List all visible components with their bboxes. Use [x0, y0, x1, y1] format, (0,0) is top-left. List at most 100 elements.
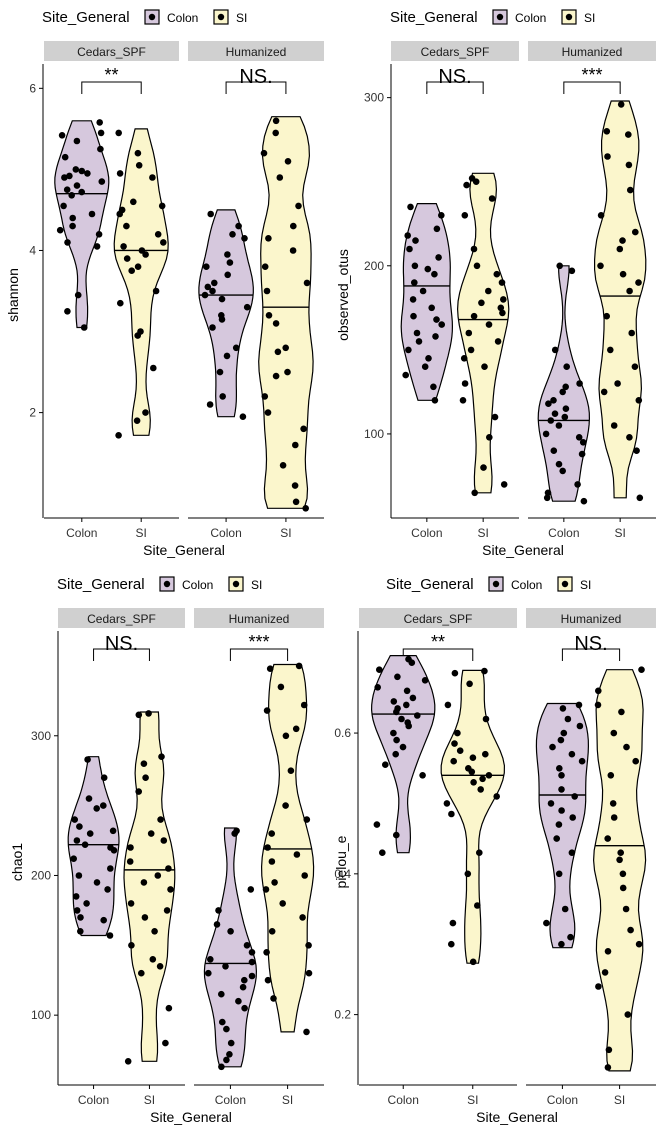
data-point [260, 149, 268, 157]
data-point [209, 287, 216, 295]
violin-si [592, 666, 647, 1072]
data-point [134, 332, 141, 339]
violin-colon [54, 119, 110, 331]
data-point [409, 296, 417, 303]
data-point [485, 321, 493, 328]
facet-strip [44, 41, 179, 61]
data-point [207, 210, 214, 218]
data-point [272, 129, 280, 137]
data-point [61, 153, 69, 161]
data-point [553, 835, 560, 842]
x-axis-label: Site_General [482, 542, 564, 558]
data-point [549, 743, 556, 751]
data-point [300, 701, 308, 709]
data-point [576, 380, 583, 387]
data-point [555, 821, 563, 828]
data-point [376, 666, 383, 673]
data-point [402, 371, 409, 379]
data-point [470, 779, 477, 786]
data-point [623, 743, 630, 751]
data-point [127, 900, 135, 907]
data-point [625, 131, 632, 138]
data-point [555, 460, 563, 468]
data-point [305, 942, 312, 949]
data-point [424, 265, 432, 273]
data-point [571, 793, 578, 800]
data-point [154, 231, 162, 238]
data-point [488, 195, 496, 202]
violin-si [594, 100, 647, 502]
data-point [448, 810, 455, 818]
data-point [482, 750, 489, 758]
data-point [299, 914, 306, 921]
y-axis-label: pielou_e [333, 835, 349, 888]
data-point [290, 222, 297, 230]
data-point [635, 279, 642, 286]
data-point [558, 940, 565, 948]
x-tick-label: Colon [547, 1093, 578, 1107]
data-point [474, 902, 481, 909]
legend-key-dot-colon [496, 13, 504, 21]
data-point [631, 363, 639, 371]
data-point [85, 795, 93, 802]
data-point [157, 816, 164, 823]
data-point [268, 830, 276, 837]
data-point [478, 299, 485, 307]
data-point [578, 757, 586, 765]
significance-bracket [93, 648, 150, 661]
violin-si [440, 667, 506, 966]
data-point [624, 1011, 632, 1018]
data-point [559, 705, 567, 712]
data-point [241, 976, 248, 984]
data-point [292, 441, 299, 449]
data-point [550, 447, 558, 455]
data-point [456, 747, 464, 754]
data-point [219, 1018, 226, 1026]
data-point [274, 348, 282, 356]
facet-humanized: Humanized NS. Colon SI [188, 41, 324, 540]
data-point [241, 1004, 248, 1012]
data-point [464, 870, 472, 878]
legend-key-dot-si [561, 580, 569, 588]
x-tick-label: Colon [215, 1093, 246, 1107]
legend-title: Site_General [57, 576, 145, 593]
data-point [106, 932, 114, 939]
data-point [107, 865, 114, 872]
data-point [415, 338, 423, 345]
data-point [224, 271, 231, 279]
data-point [58, 132, 66, 139]
data-point [632, 757, 639, 765]
y-tick-label: 4 [29, 243, 36, 257]
x-tick-label: SI [280, 526, 291, 540]
data-point [163, 907, 171, 914]
data-point [287, 767, 295, 774]
data-point [610, 422, 618, 429]
violin-colon [535, 701, 590, 949]
data-point [433, 316, 440, 323]
data-point [142, 251, 149, 258]
data-point [140, 760, 148, 767]
data-point [569, 814, 576, 821]
x-tick-label: SI [136, 526, 147, 540]
data-point [390, 698, 398, 705]
data-point [638, 666, 645, 673]
data-point [97, 129, 105, 137]
significance-bracket [81, 81, 142, 94]
data-point [232, 344, 240, 352]
data-point [88, 210, 96, 218]
data-point [135, 162, 143, 169]
data-point [626, 287, 633, 295]
data-point [262, 886, 270, 893]
data-point [226, 1051, 233, 1058]
data-point [116, 210, 123, 218]
data-point [142, 774, 149, 781]
data-point [73, 907, 81, 914]
data-point [498, 279, 506, 286]
x-axis-label: Site_General [150, 1109, 232, 1125]
data-point [479, 775, 486, 783]
data-point [449, 919, 457, 927]
y-tick-label: 300 [364, 91, 384, 105]
data-point [564, 715, 572, 723]
data-point [626, 434, 633, 441]
data-point [117, 299, 124, 307]
